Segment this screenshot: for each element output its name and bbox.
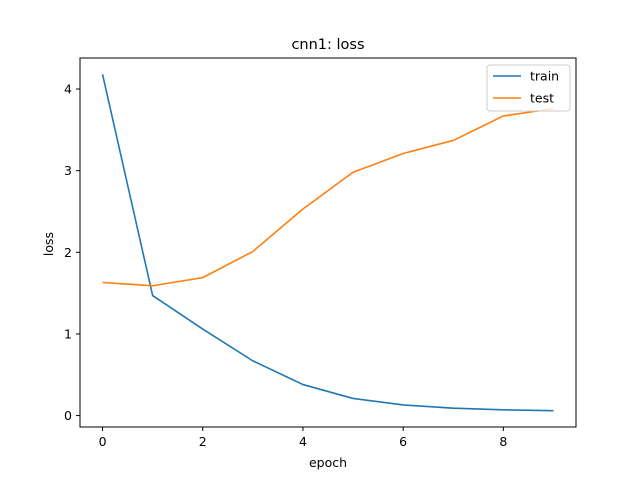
y-axis-label: loss xyxy=(41,232,56,256)
x-tick-label: 0 xyxy=(99,434,107,449)
y-tick-label: 2 xyxy=(64,245,72,260)
plot-frame xyxy=(79,57,577,428)
x-axis-ticks: 0 2 4 6 8 xyxy=(99,427,507,449)
y-tick-label: 4 xyxy=(64,82,72,97)
x-tick-label: 4 xyxy=(299,434,307,449)
legend-label-test: test xyxy=(530,91,554,106)
legend-label-train: train xyxy=(530,69,559,84)
x-tick-label: 6 xyxy=(399,434,407,449)
x-tick-label: 8 xyxy=(499,434,507,449)
x-tick-label: 2 xyxy=(199,434,207,449)
y-tick-label: 3 xyxy=(64,163,72,178)
series-layer xyxy=(101,74,554,412)
series-line-test xyxy=(102,107,554,287)
chart-title: cnn1: loss xyxy=(291,37,364,53)
y-tick-label: 0 xyxy=(64,408,72,423)
series-line-train xyxy=(101,74,554,412)
x-axis-label: epoch xyxy=(309,455,347,470)
legend: train test xyxy=(486,64,571,112)
y-tick-label: 1 xyxy=(64,326,72,341)
y-axis-ticks: 0 1 2 3 4 xyxy=(64,82,80,423)
